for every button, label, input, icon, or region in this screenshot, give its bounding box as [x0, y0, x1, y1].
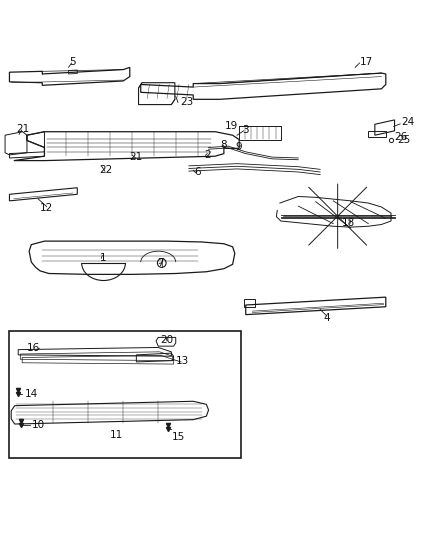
Text: 3: 3: [242, 125, 248, 135]
Text: 2: 2: [204, 150, 210, 160]
Text: 22: 22: [99, 165, 112, 175]
Text: 6: 6: [194, 167, 201, 177]
Text: 1: 1: [100, 253, 106, 263]
Text: 19: 19: [225, 120, 238, 131]
Text: 14: 14: [25, 389, 38, 399]
Text: 25: 25: [396, 135, 410, 144]
Text: 20: 20: [160, 335, 173, 345]
Bar: [9, 332, 240, 458]
Text: 8: 8: [220, 140, 227, 150]
Text: 21: 21: [16, 124, 29, 134]
Text: 7: 7: [157, 258, 163, 268]
Text: 17: 17: [359, 56, 372, 67]
Text: 11: 11: [110, 430, 123, 440]
Circle shape: [157, 259, 166, 268]
Text: 13: 13: [175, 357, 188, 367]
Text: 18: 18: [341, 218, 354, 228]
Text: 16: 16: [27, 343, 40, 353]
Text: 23: 23: [180, 98, 193, 107]
Text: 15: 15: [172, 432, 185, 442]
Text: 21: 21: [130, 152, 143, 162]
Text: 4: 4: [323, 313, 329, 322]
Text: 12: 12: [40, 203, 53, 213]
Text: 10: 10: [32, 420, 45, 430]
Text: 5: 5: [70, 56, 76, 67]
Text: 24: 24: [400, 117, 413, 127]
Text: 26: 26: [394, 132, 407, 142]
Text: 9: 9: [234, 142, 241, 152]
